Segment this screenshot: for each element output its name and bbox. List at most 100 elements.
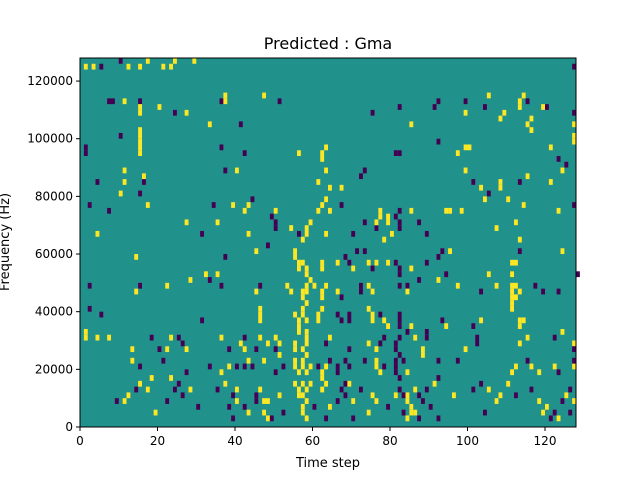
heatmap-cell bbox=[529, 115, 534, 122]
heatmap-cell bbox=[409, 323, 414, 329]
heatmap-cell bbox=[339, 202, 344, 208]
heatmap-cell bbox=[572, 138, 577, 145]
heatmap-cell bbox=[525, 357, 530, 364]
heatmap-cell bbox=[343, 357, 348, 364]
heatmap-cell bbox=[304, 265, 309, 272]
heatmap-cell bbox=[541, 288, 546, 295]
heatmap-cell bbox=[436, 375, 441, 381]
heatmap-cell bbox=[510, 305, 515, 312]
heatmap-cell bbox=[552, 334, 557, 341]
heatmap-cell bbox=[300, 380, 305, 387]
heatmap-cell bbox=[138, 104, 143, 110]
x-tick-label: 60 bbox=[305, 434, 320, 448]
heatmap-cell bbox=[378, 213, 383, 220]
heatmap-cell bbox=[157, 346, 162, 353]
heatmap-cell bbox=[521, 317, 526, 324]
heatmap-cell bbox=[335, 369, 340, 376]
heatmap-cell bbox=[486, 92, 491, 99]
heatmap-cell bbox=[424, 259, 429, 266]
heatmap-cell bbox=[300, 357, 305, 364]
heatmap-cell bbox=[122, 167, 127, 174]
heatmap-cell bbox=[262, 92, 267, 99]
heatmap-cell bbox=[498, 179, 503, 185]
heatmap-cell bbox=[320, 202, 325, 208]
heatmap-cell bbox=[448, 248, 453, 255]
heatmap-cell bbox=[525, 173, 530, 180]
heatmap-cell bbox=[374, 346, 379, 353]
heatmap-cell bbox=[351, 398, 356, 404]
heatmap-cell bbox=[436, 98, 441, 105]
heatmap-cell bbox=[223, 380, 228, 387]
heatmap-cell bbox=[339, 317, 344, 324]
heatmap-cell bbox=[196, 403, 201, 410]
heatmap-cell bbox=[362, 167, 367, 174]
heatmap-cell bbox=[215, 219, 220, 226]
heatmap-cell bbox=[324, 340, 329, 347]
heatmap-cell bbox=[324, 380, 329, 387]
heatmap-cell bbox=[328, 207, 332, 214]
heatmap-cell bbox=[343, 254, 348, 260]
heatmap-cell bbox=[285, 282, 290, 289]
heatmap-cell bbox=[316, 317, 321, 324]
heatmap-cell bbox=[498, 392, 503, 399]
heatmap-cell bbox=[118, 190, 123, 197]
heatmap-cell bbox=[262, 357, 267, 364]
heatmap-cell bbox=[459, 207, 464, 214]
heatmap-cell bbox=[335, 398, 340, 404]
heatmap-cell bbox=[297, 386, 301, 393]
heatmap-cell bbox=[273, 219, 278, 226]
heatmap-cell bbox=[374, 398, 379, 404]
chart-title: Predicted : Gma bbox=[264, 34, 392, 53]
heatmap-cell bbox=[153, 409, 158, 416]
heatmap-cell bbox=[529, 386, 534, 393]
heatmap-cell bbox=[417, 277, 422, 283]
heatmap-cell bbox=[99, 63, 104, 70]
heatmap-cell bbox=[436, 254, 441, 260]
heatmap-cell bbox=[304, 369, 309, 376]
heatmap-cell bbox=[397, 386, 402, 393]
heatmap-cell bbox=[258, 311, 263, 318]
heatmap-cell bbox=[173, 58, 177, 64]
heatmap-cell bbox=[444, 207, 449, 214]
heatmap-cell bbox=[572, 121, 577, 128]
heatmap-cell bbox=[359, 173, 363, 180]
heatmap-cell bbox=[370, 317, 375, 324]
y-tick-label: 0 bbox=[65, 420, 73, 434]
heatmap-cell bbox=[184, 219, 189, 226]
heatmap-cell bbox=[269, 415, 274, 422]
heatmap-cell bbox=[254, 288, 259, 295]
heatmap-cell bbox=[157, 104, 162, 110]
heatmap-cell bbox=[421, 352, 425, 358]
heatmap-cell bbox=[362, 219, 367, 226]
heatmap-cell bbox=[254, 398, 259, 404]
heatmap-cell bbox=[320, 150, 325, 157]
heatmap-cell bbox=[87, 305, 92, 312]
heatmap-cell bbox=[266, 415, 270, 422]
heatmap-cell bbox=[572, 132, 577, 139]
y-tick-label: 40000 bbox=[35, 305, 73, 319]
heatmap-cell bbox=[273, 346, 278, 353]
heatmap-cell bbox=[242, 207, 247, 214]
heatmap-cell bbox=[304, 334, 309, 341]
heatmap-cell bbox=[405, 369, 410, 376]
heatmap-cell bbox=[552, 363, 557, 370]
heatmap-cell bbox=[269, 213, 274, 220]
heatmap-cell bbox=[142, 173, 146, 180]
heatmap-cell bbox=[378, 311, 383, 318]
heatmap-cell bbox=[118, 132, 123, 139]
heatmap-cell bbox=[316, 363, 321, 370]
heatmap-cell bbox=[188, 386, 193, 393]
heatmap-cell bbox=[297, 265, 301, 272]
heatmap-cell bbox=[351, 230, 356, 237]
heatmap-cell bbox=[432, 104, 437, 110]
heatmap-cell bbox=[138, 144, 143, 151]
heatmap-cell bbox=[231, 392, 236, 399]
heatmap-cell bbox=[397, 311, 402, 318]
heatmap-cell bbox=[514, 219, 518, 226]
heatmap-cell bbox=[83, 328, 88, 335]
heatmap-cell bbox=[339, 184, 344, 191]
heatmap-cell bbox=[378, 207, 383, 214]
heatmap-cell bbox=[393, 150, 398, 157]
heatmap-cell bbox=[510, 288, 515, 295]
heatmap-cell bbox=[413, 334, 418, 341]
